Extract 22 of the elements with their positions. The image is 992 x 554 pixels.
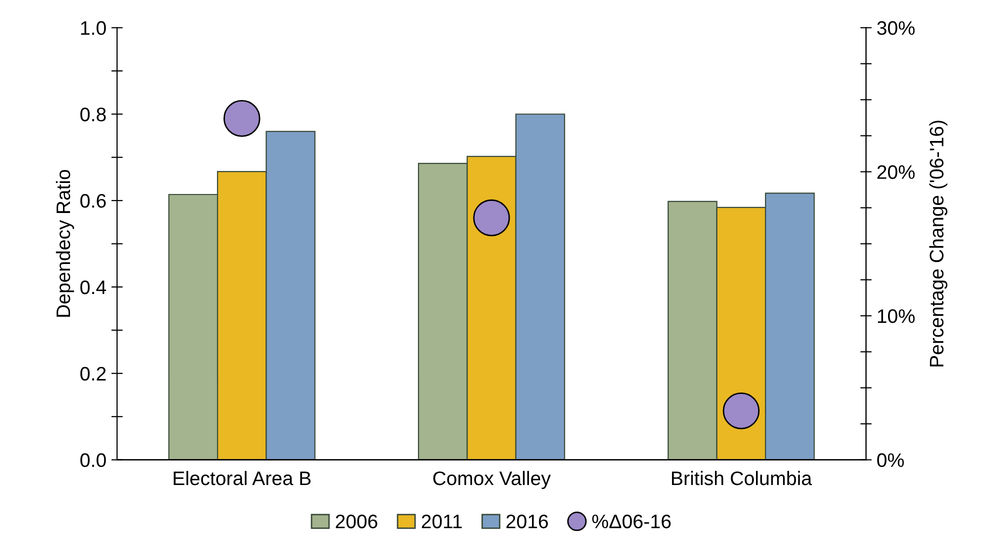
y2-tick-label: 10% [878, 309, 915, 324]
y-tick-label: 0.6 [80, 194, 106, 208]
y-tick-label: 1.0 [81, 21, 106, 35]
legend-label: 2011 [422, 514, 462, 528]
x-tick-label: British Columbia [672, 470, 812, 486]
y-tick-label: 0.0 [80, 453, 106, 468]
x-tick-label: Comox Valley [433, 470, 551, 490]
y-axis-title: Dependecy Ratio [56, 170, 74, 317]
y-tick-label: 0.8 [80, 108, 106, 122]
y-tick-label: 0.4 [80, 280, 106, 294]
point [722, 392, 760, 430]
y2-axis-title: Percentage Change ('06-'16) [929, 120, 948, 366]
point [223, 100, 260, 137]
legend-label: 2006 [336, 514, 378, 528]
legend-label: %Δ06-16 [592, 514, 671, 528]
y2-tick-label: 20% [877, 165, 915, 179]
x-tick-label: Electoral Area B [174, 470, 311, 486]
legend-label: 2016 [506, 514, 548, 528]
y2-tick-label: 0% [877, 453, 904, 468]
y-tick-label: 0.2 [80, 366, 106, 381]
point [473, 199, 510, 236]
y2-tick-label: 30% [877, 21, 915, 35]
